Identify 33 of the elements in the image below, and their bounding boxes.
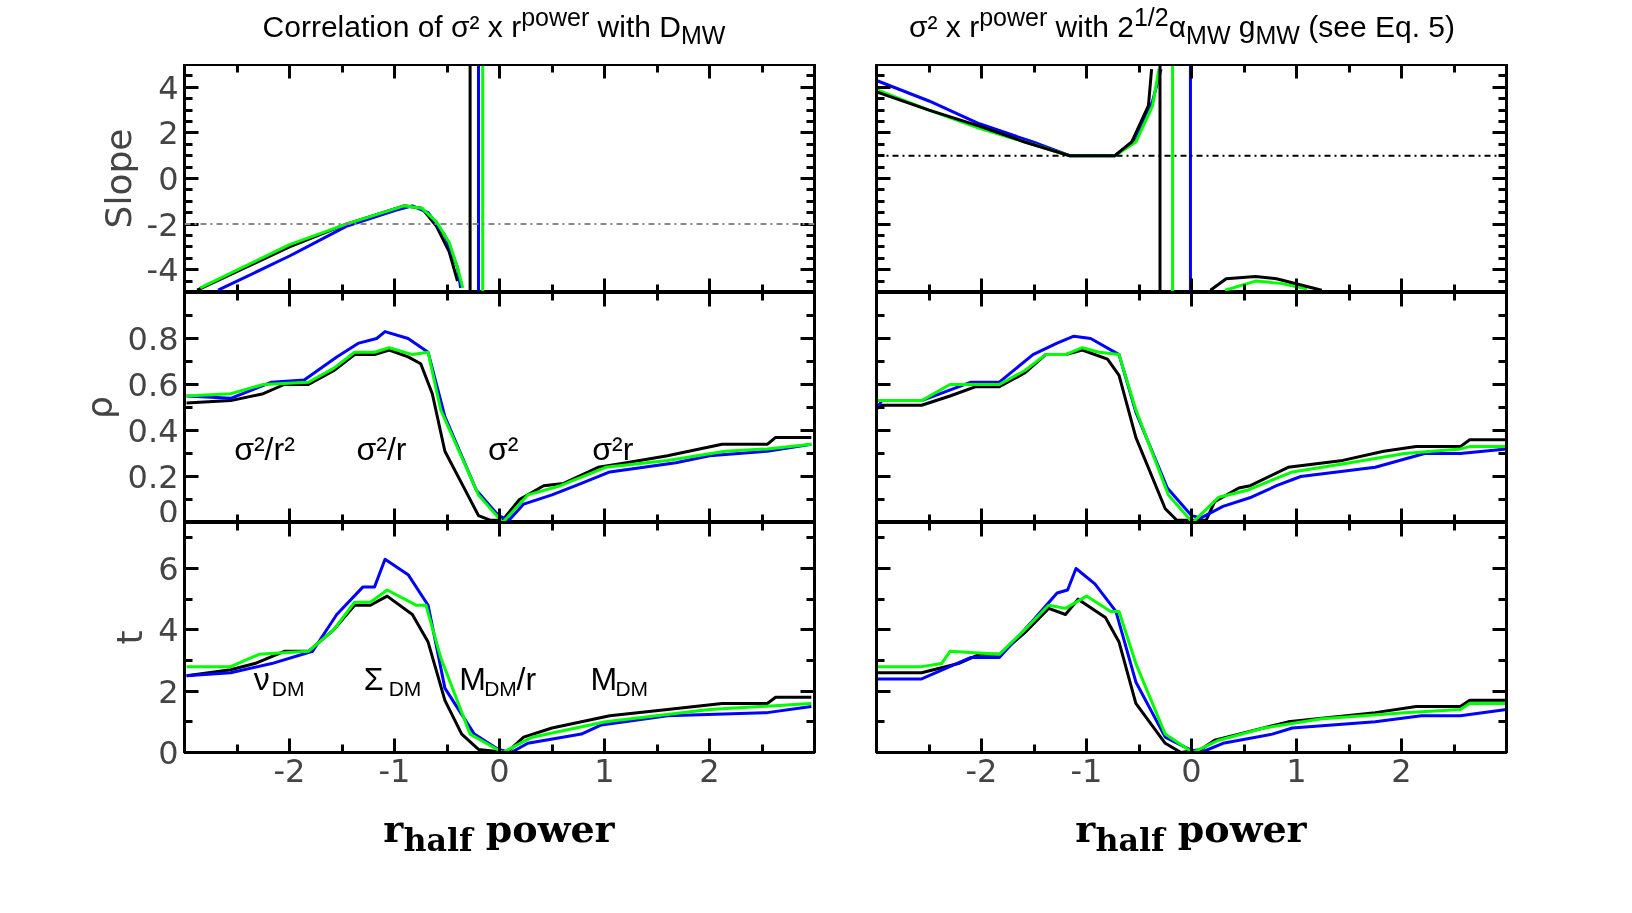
y-tick-label: 0.4	[127, 412, 179, 450]
y-tick-label: -2	[146, 205, 179, 244]
chart-title: σ² x r$^{power}$ with 2$^{1/2}$α$_{MW}$ g$_{MW}$ (see Eq. 5)	[908, 3, 1456, 49]
y-tick-label: 4	[158, 68, 179, 107]
y-tick-label: 0	[158, 160, 179, 198]
chart-title: Correlation of σ² x r$^{power}$ with D$_{MW}$	[262, 2, 726, 51]
annotation: σ²/r	[356, 430, 407, 467]
x-tick-label: 0	[1181, 751, 1202, 790]
x-tick-label: 1	[594, 751, 615, 790]
y-tick-label: 6	[158, 550, 179, 588]
y-axis-title: t	[109, 630, 151, 645]
x-tick-label: -1	[378, 751, 411, 790]
x-tick-label: -1	[1070, 751, 1103, 790]
y-tick-label: 0.6	[127, 366, 179, 404]
y-tick-label: 0.8	[127, 320, 179, 358]
y-axis-title: ρ	[78, 396, 120, 419]
y-tick-label: 4	[158, 611, 179, 650]
x-axis-title: r$_{half}$ power	[1075, 805, 1307, 860]
annotation: σ²/r²	[234, 430, 296, 467]
x-tick-label: -2	[273, 751, 306, 790]
x-tick-label: 2	[1391, 751, 1412, 790]
annotation: σ²r	[592, 430, 634, 467]
x-axis-title: r$_{half}$ power	[383, 805, 615, 860]
y-tick-label: -4	[146, 251, 179, 290]
x-tick-label: -2	[965, 751, 998, 790]
y-tick-label: 2	[158, 114, 179, 153]
x-tick-label: 0	[489, 751, 510, 790]
y-tick-label: 0.2	[127, 458, 179, 496]
y-tick-label: 2	[158, 672, 179, 711]
x-tick-label: 2	[699, 751, 720, 790]
y-axis-title: Slope	[97, 128, 139, 229]
x-tick-label: 1	[1286, 751, 1307, 790]
annotation: σ²	[487, 430, 519, 467]
